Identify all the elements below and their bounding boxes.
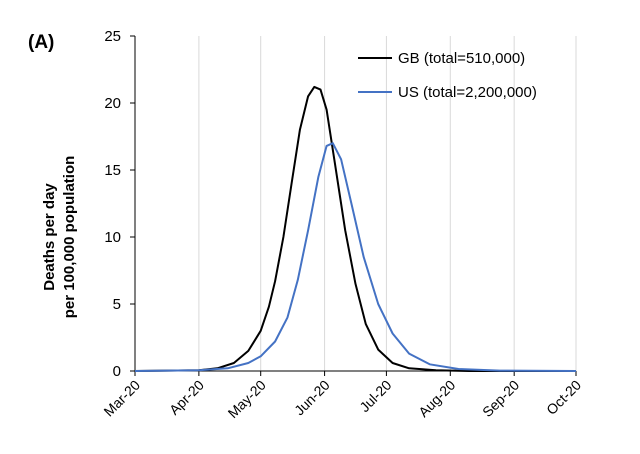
y-axis-label-line-2: per 100,000 population (61, 156, 78, 319)
y-tick-label: 0 (113, 363, 121, 380)
legend-label-gb: GB (total=510,000) (398, 50, 525, 67)
legend-label-us: US (total=2,200,000) (398, 84, 537, 101)
y-tick-label: 25 (104, 28, 121, 45)
x-tick-label: May-20 (225, 377, 269, 421)
y-tick-label: 15 (104, 162, 121, 179)
y-tick-label: 5 (113, 296, 121, 313)
x-tick-label: Oct-20 (543, 377, 584, 418)
y-tick-label: 10 (104, 229, 121, 246)
panel-label: (A) (28, 32, 54, 53)
series-line-gb (134, 85, 576, 372)
legend: GB (total=510,000) US (total=2,200,000) (358, 50, 537, 101)
y-tick-labels: 0 5 10 15 20 25 (104, 28, 121, 380)
x-tick-label: Mar-20 (100, 377, 143, 420)
x-tick-label: Jul-20 (356, 377, 394, 415)
x-tick-label: Sep-20 (479, 377, 522, 420)
series-lines (134, 85, 577, 372)
x-tick-label: Jun-20 (291, 377, 333, 419)
x-tick-labels: Mar-20 Apr-20 May-20 Jun-20 Jul-20 Aug-20 Sep-… (100, 377, 584, 421)
y-axis-label-line-1: Deaths per day (41, 183, 58, 291)
series-line-us (134, 142, 577, 372)
x-tick-label: Apr-20 (166, 377, 207, 418)
y-tick-label: 20 (104, 95, 121, 112)
x-tick-label: Aug-20 (415, 377, 458, 420)
